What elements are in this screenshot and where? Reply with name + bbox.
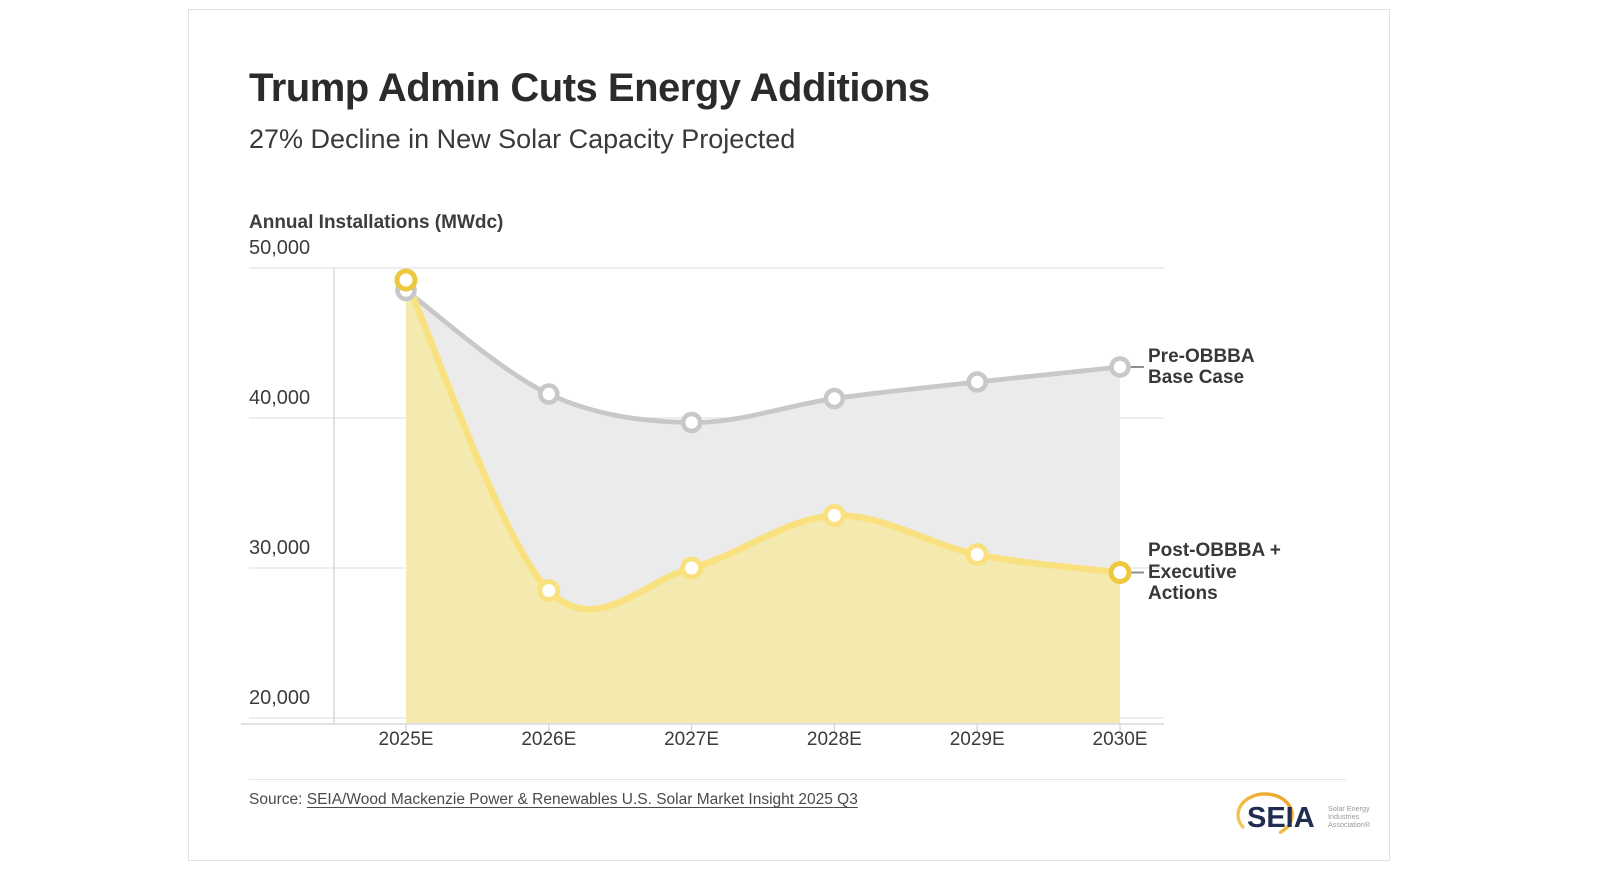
seia-tagline-line2: Industries <box>1328 812 1360 821</box>
chart-card: Trump Admin Cuts Energy Additions 27% De… <box>188 9 1390 861</box>
x-tick-label: 2026E <box>521 729 577 750</box>
y-tick-label: 20,000 <box>249 687 311 709</box>
legend-pre-obbba-base-case: Pre-OBBBA Base Case <box>1148 346 1255 389</box>
data-point-marker <box>680 556 704 580</box>
legend-post-obbba-executive-actions: Post-OBBBA + Executive Actions <box>1148 540 1281 605</box>
data-point-marker <box>537 579 561 602</box>
data-point-marker <box>1109 356 1131 378</box>
data-point-marker <box>823 387 846 410</box>
y-tick-label: 50,000 <box>249 237 311 259</box>
series-area <box>406 280 1120 723</box>
data-point-marker <box>822 504 846 527</box>
seia-tagline-line1: Solar Energy <box>1328 804 1370 813</box>
legend-line: Base Case <box>1148 367 1245 388</box>
chart-canvas <box>241 267 1164 732</box>
x-tick-label: 2028E <box>806 729 862 750</box>
seia-logo: SEIA Solar Energy Industries Association… <box>1236 792 1371 834</box>
y-axis-title: Annual Installations (MWdc) <box>249 212 504 233</box>
data-point-marker <box>965 543 989 566</box>
data-point-marker <box>966 371 989 393</box>
y-tick-label: 30,000 <box>249 537 311 559</box>
data-point-marker <box>394 268 418 292</box>
source-prefix: Source: <box>249 791 307 808</box>
page-title: Trump Admin Cuts Energy Additions <box>249 66 930 110</box>
source-link[interactable]: SEIA/Wood Mackenzie Power & Renewables U… <box>306 791 858 808</box>
legend-line: Executive <box>1148 561 1237 583</box>
data-point-marker <box>1108 561 1132 584</box>
data-point-marker <box>537 383 560 405</box>
legend-line: Pre-OBBBA <box>1148 345 1255 367</box>
legend-line: Actions <box>1148 583 1218 605</box>
legend-line: Post-OBBBA + <box>1148 540 1281 562</box>
x-tick-label: 2027E <box>664 729 720 750</box>
page-subtitle: 27% Decline in New Solar Capacity Projec… <box>249 124 796 154</box>
seia-wordmark: SEIA <box>1247 802 1315 834</box>
seia-tagline-line3: Association® <box>1328 820 1371 829</box>
source-text: Source: SEIA/Wood Mackenzie Power & Rene… <box>249 791 858 809</box>
seia-logo-arc <box>1236 792 1294 834</box>
x-tick-label: 2030E <box>1092 729 1148 750</box>
x-tick-label: 2025E <box>378 729 434 750</box>
data-point-marker <box>680 411 703 434</box>
x-tick-label: 2029E <box>949 729 1005 750</box>
y-tick-label: 40,000 <box>249 387 311 409</box>
footer-divider <box>249 779 1346 780</box>
